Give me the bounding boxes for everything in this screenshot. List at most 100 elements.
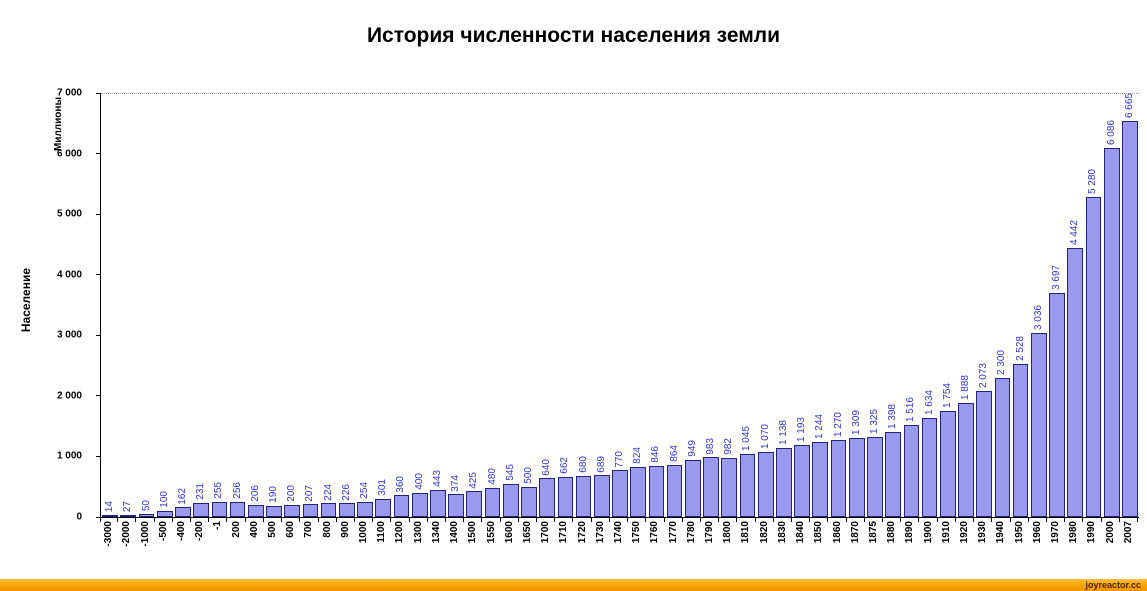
bar-slot: 254 [356,93,374,517]
bar-value-label: 846 [650,446,662,463]
bar-slot: 27 [119,93,137,517]
x-axis-label: 1650 [521,521,533,544]
x-label-slot: -3000 [100,518,119,581]
y-axis-tick [96,213,101,215]
bar-slot: 1 325 [866,93,884,517]
bar [466,491,483,517]
bar [102,515,118,517]
x-label-slot: 1770 [665,518,683,581]
bar-slot: 2 073 [975,93,993,517]
x-label-slot: 1740 [610,518,629,581]
bar-value-label: 190 [267,485,279,503]
bar [757,452,774,517]
x-axis-label: 1930 [977,521,989,544]
x-axis-label: 1830 [776,521,788,544]
bar [666,464,683,517]
bar-slot: 207 [301,93,319,517]
bar [156,510,173,517]
x-axis-label: 2007 [1122,521,1134,544]
x-axis-label: 1700 [540,521,552,544]
x-label-slot: 1730 [592,518,611,581]
bar [302,504,319,517]
x-label-slot: 1400 [446,518,465,581]
bar [357,501,373,517]
x-label-slot: 1860 [828,518,847,581]
x-axis-label: 1200 [394,521,406,544]
bar-value-label: 662 [559,457,571,474]
x-axis-label: 1790 [704,521,716,544]
x-axis-label: 1940 [995,521,1007,544]
x-axis-label: 1990 [1086,521,1098,544]
x-label-slot: 1790 [701,518,720,581]
x-label-slot: 800 [319,518,337,581]
x-axis-label: 1500 [467,521,479,544]
bar-value-label: 5 280 [1087,169,1099,195]
x-axis-label: 1000 [358,521,370,544]
bar-value-label: 400 [413,473,425,490]
x-label-slot: 1550 [482,518,501,581]
bar-slot: 1 244 [811,93,829,517]
x-label-slot: 1875 [865,518,884,581]
bar-slot: 949 [684,93,702,517]
bar [921,418,938,517]
x-label-slot: 500 [264,518,283,581]
x-axis-label: 1970 [1050,521,1062,544]
bar [1012,363,1029,517]
bar-value-label: 4 442 [1069,219,1081,245]
x-label-slot: 1960 [1029,518,1048,581]
x-label-slot: 1850 [810,518,829,581]
x-axis-label: -2000 [121,521,133,547]
x-axis-label: 1850 [813,521,825,544]
bar-slot: 3 697 [1048,93,1066,517]
bar [284,504,301,517]
bar [776,448,792,517]
bar-slot: 256 [228,93,246,517]
bar [885,432,901,517]
y-axis-tick [96,455,101,457]
x-label-slot: 1650 [519,518,538,581]
bar-slot: 374 [447,93,465,517]
bar-value-label: 14 [104,500,116,512]
x-label-slot: -1 [209,518,228,581]
bar-slot: 1 516 [902,93,920,517]
bar [138,513,155,517]
y-axis-tick [96,92,101,94]
x-axis-label: 1890 [904,521,916,544]
bar-slot: 1 309 [848,93,866,517]
bar [794,444,810,517]
x-axis-label: 1780 [685,521,697,544]
x-axis-label: 1770 [667,521,679,544]
bar-slot: 255 [210,93,228,517]
x-axis-label: 800 [321,521,333,538]
y-axis-label: 4 000 [56,269,82,281]
bar-value-label: 1 309 [850,409,862,435]
bar [1031,333,1047,517]
x-axis-label: 1910 [940,521,952,544]
x-label-slot: -400 [173,518,192,581]
bar-slot: 982 [720,93,738,517]
bar-slot: 1 398 [884,93,902,517]
x-label-slot: -200 [191,518,210,581]
x-label-slot: 1300 [410,518,428,581]
bar-slot: 6 086 [1103,93,1121,517]
bar-value-label: 640 [541,458,553,476]
y-axis-label: 5 000 [56,208,82,220]
x-label-slot: 1600 [501,518,520,581]
bar-slot: 206 [247,93,265,517]
y-axis-label: 0 [76,511,82,523]
x-label-slot: 400 [246,518,265,581]
bar-value-label: 374 [450,474,462,492]
bar-value-label: 1 754 [941,382,953,408]
bar-slot: 3 036 [1030,93,1048,517]
bar [612,470,628,517]
bar-value-label: 770 [613,450,625,468]
bar-value-label: 443 [431,470,443,488]
x-axis-label: 1800 [722,521,734,544]
bar [630,467,647,517]
x-label-slot: 1990 [1083,518,1102,581]
x-label-slot: 1940 [992,518,1011,581]
x-axis-label: 1950 [1013,521,1025,544]
x-axis-label: -400 [175,521,187,542]
bar-value-label: 2 300 [996,349,1008,375]
y-axis-label: 1 000 [56,450,82,462]
